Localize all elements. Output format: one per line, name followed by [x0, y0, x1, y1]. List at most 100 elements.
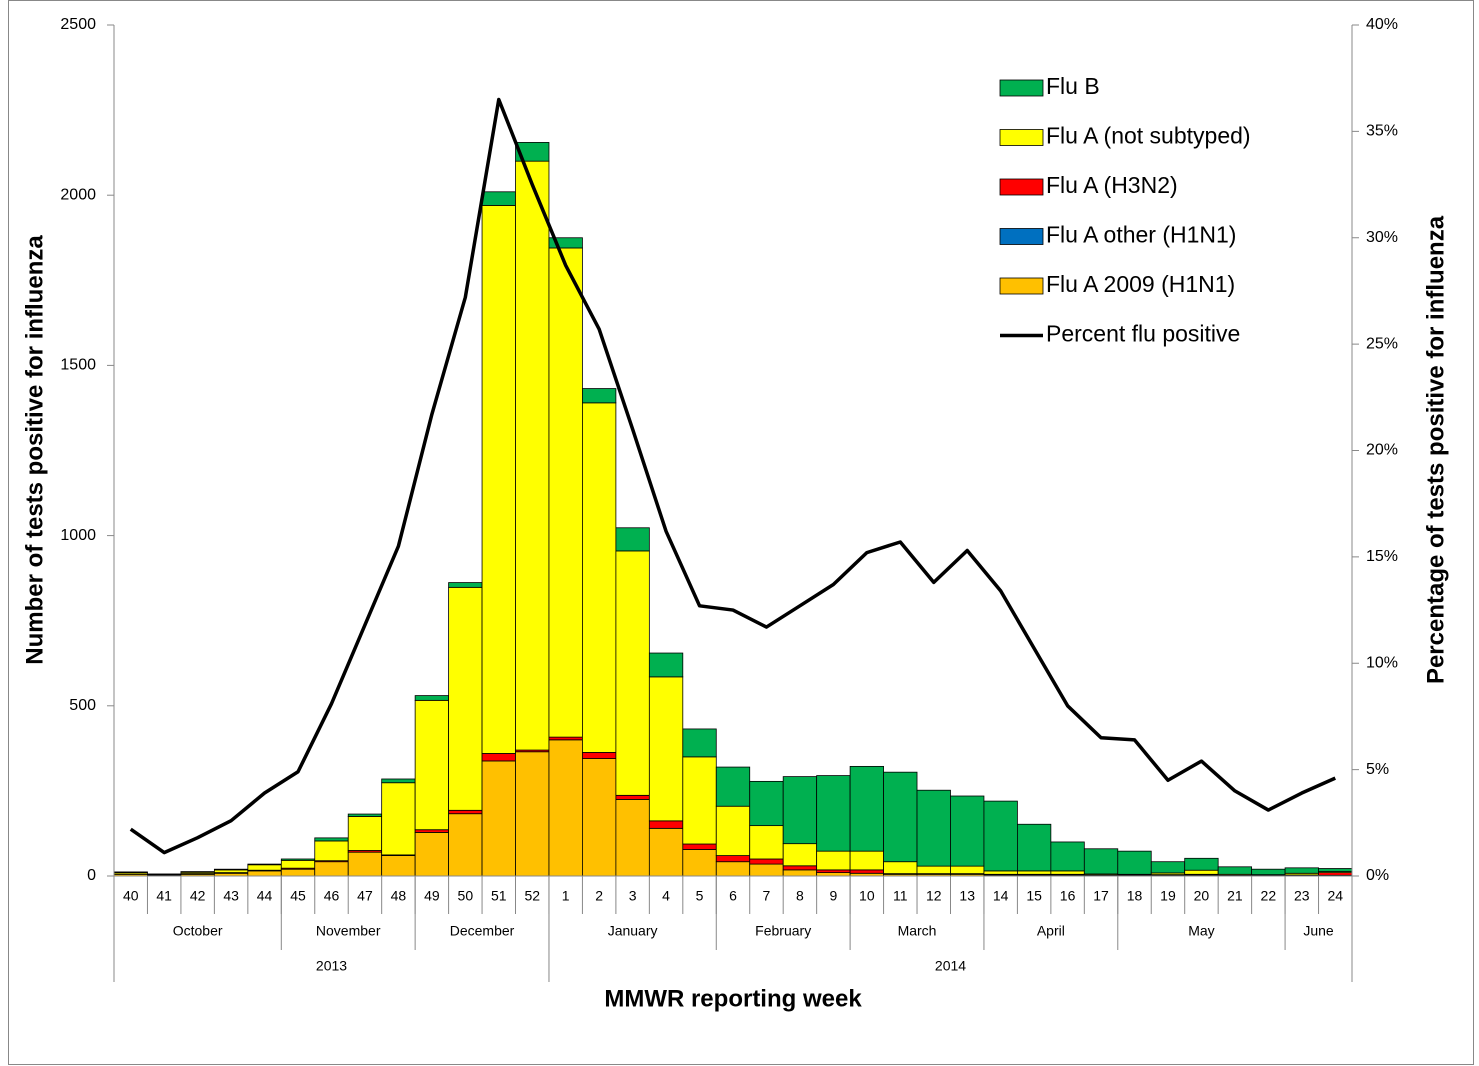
bar-segment: [1017, 823, 1052, 872]
bar-segment: [582, 752, 617, 759]
bar-segment: [682, 843, 717, 850]
bar-segment: [582, 758, 617, 877]
y2-tick-label: 40%: [1366, 16, 1398, 33]
x-tick-label: 9: [829, 888, 837, 904]
bar-segment: [648, 676, 684, 822]
month-label: January: [608, 923, 658, 939]
bar-segment: [816, 872, 851, 877]
line-series: [129, 97, 1336, 855]
bar-segment: [782, 869, 818, 877]
legend-swatch: [999, 277, 1044, 295]
y-tick-label: 1000: [60, 527, 96, 544]
bar-segment: [615, 550, 650, 796]
bar-segment: [883, 861, 918, 875]
y-tick-label: 2500: [60, 16, 96, 33]
bar-segment: [548, 739, 583, 877]
x-tick-label: 5: [696, 888, 704, 904]
bar-segment: [582, 388, 617, 404]
bar-segment: [280, 859, 316, 869]
bar-segment: [916, 865, 951, 875]
x-tick-label: 47: [357, 888, 373, 904]
x-tick-label: 42: [190, 888, 206, 904]
bar-segment: [247, 870, 282, 877]
bar-segment: [548, 247, 583, 738]
bar-segment: [749, 825, 784, 860]
bar-segment: [515, 751, 550, 877]
x-tick-label: 51: [491, 888, 507, 904]
bar-segment: [448, 586, 483, 811]
bar-segment: [849, 869, 884, 874]
bar-segment: [347, 851, 383, 877]
y2-tick-label: 0%: [1366, 867, 1389, 884]
bar-segment: [414, 695, 449, 701]
bar-segment: [648, 820, 684, 829]
legend-label: Flu B: [1046, 73, 1100, 99]
bar-segment: [247, 864, 282, 871]
bar-segment: [280, 858, 316, 861]
x-tick-label: 11: [893, 888, 908, 904]
bar-segment: [749, 858, 784, 865]
bar-segment: [1318, 868, 1353, 872]
year-label: 2013: [316, 958, 347, 974]
bar-segment: [715, 766, 751, 807]
bar-segment: [113, 871, 148, 873]
bar-segment: [682, 756, 717, 845]
month-label: May: [1188, 923, 1214, 939]
legend-label: Flu A 2009 (H1N1): [1046, 271, 1235, 297]
bar-segment: [1117, 850, 1152, 875]
month-label: March: [898, 923, 937, 939]
bar-segment: [816, 775, 851, 852]
x-tick-label: 1: [562, 888, 570, 904]
bar-segment: [983, 870, 1018, 875]
y2-tick-label: 15%: [1366, 548, 1398, 565]
bar-segment: [481, 191, 516, 206]
bar-segment: [414, 829, 449, 833]
x-tick-label: 19: [1160, 888, 1176, 904]
bar-segment: [314, 837, 349, 842]
x-tick-label: 3: [629, 888, 637, 904]
x-tick-label: 40: [123, 888, 139, 904]
y2-tick-label: 25%: [1366, 335, 1398, 352]
bar-segment: [213, 868, 249, 871]
x-tick-label: 46: [324, 888, 340, 904]
bar-segment: [816, 850, 851, 871]
bar-segment: [582, 402, 617, 753]
bar-segment: [849, 850, 884, 871]
x-tick-label: 15: [1026, 888, 1042, 904]
bar-segment: [347, 816, 383, 851]
x-tick-label: 2: [595, 888, 603, 904]
chart-border: [8, 0, 1474, 1065]
bar-segment: [180, 871, 215, 873]
bar-segment: [1050, 870, 1085, 875]
bar-segment: [1150, 861, 1186, 874]
month-label: June: [1303, 923, 1334, 939]
bar-segment: [481, 753, 516, 762]
bar-segment: [615, 527, 650, 552]
x-tick-label: 18: [1127, 888, 1143, 904]
legend-label: Flu A (H3N2): [1046, 172, 1178, 198]
x-tick-label: 12: [926, 888, 942, 904]
legend-swatch: [999, 228, 1044, 245]
x-tick-label: 22: [1261, 888, 1277, 904]
bar-segment: [548, 736, 583, 741]
x-tick-label: 7: [763, 888, 771, 904]
y2-tick-label: 5%: [1366, 761, 1389, 778]
y2-tick-label: 20%: [1366, 442, 1398, 459]
x-tick-label: 4: [662, 888, 670, 904]
bar-segment: [1017, 870, 1052, 875]
x-tick-label: 17: [1093, 888, 1109, 904]
bar-segment: [648, 652, 684, 678]
legend-label: Percent flu positive: [1046, 321, 1240, 347]
y-tick-label: 2000: [60, 186, 96, 203]
bar-segment: [213, 869, 249, 873]
y-axis-title: Number of tests positive for influenza: [21, 235, 48, 665]
y-tick-label: 500: [69, 697, 96, 714]
month-label: February: [755, 923, 811, 939]
bar-segment: [1184, 869, 1219, 875]
bar-segment: [950, 865, 985, 875]
bar-segment: [715, 861, 751, 877]
bar-segment: [883, 771, 918, 863]
x-tick-label: 21: [1227, 888, 1243, 904]
bar-segment: [381, 782, 416, 856]
y-tick-label: 1500: [60, 357, 96, 374]
